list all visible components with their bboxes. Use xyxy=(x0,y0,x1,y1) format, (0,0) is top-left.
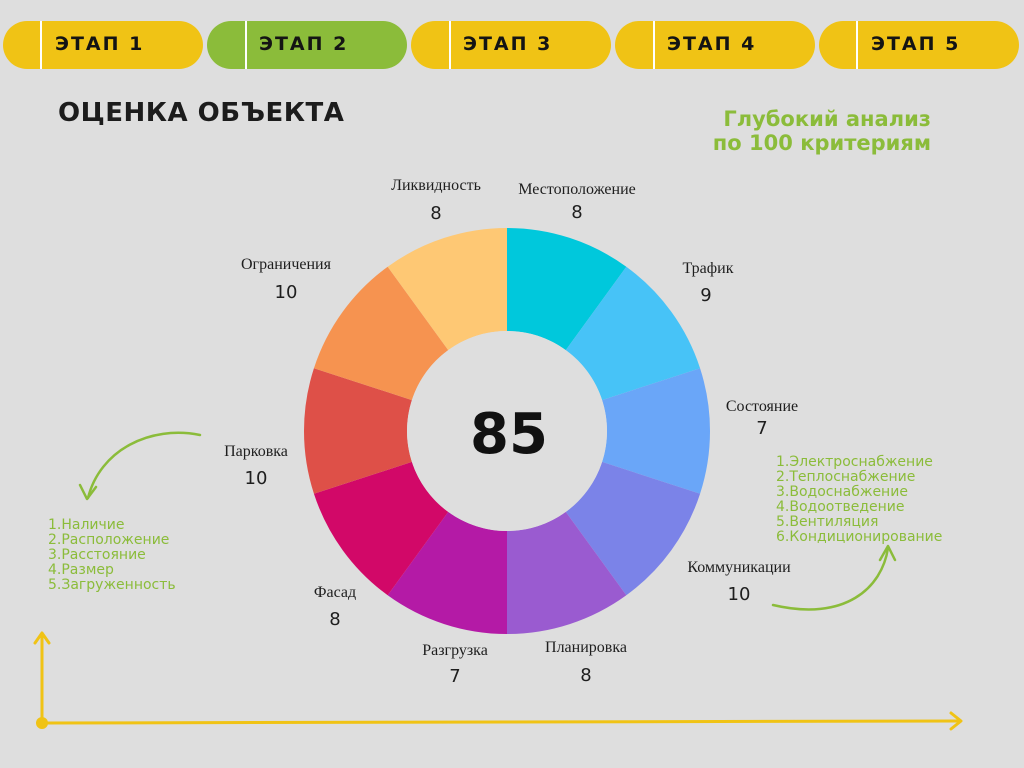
list-item: 5.Загруженность xyxy=(48,577,176,593)
right-arrowhead-icon xyxy=(878,544,897,562)
stage-tab-2[interactable]: ЭТАП 2 xyxy=(207,21,407,69)
slice-label: Парковка xyxy=(224,443,288,460)
slice-label: Ликвидность xyxy=(391,177,481,194)
list-item: 3.Расстояние xyxy=(48,547,146,563)
slice-label: Состояние xyxy=(726,398,798,415)
list-item: 4.Размер xyxy=(48,562,114,578)
total-score: 85 xyxy=(470,402,548,467)
tab-divider xyxy=(856,21,858,69)
slice-1 xyxy=(507,228,627,351)
slice-3 xyxy=(602,368,710,494)
list-item: 3.Водоснабжение xyxy=(776,484,908,500)
slice-label: Трафик xyxy=(683,260,734,277)
stage-tab-label: ЭТАП 4 xyxy=(667,33,757,55)
slice-8 xyxy=(304,368,412,494)
slice-label: Коммуникации xyxy=(687,559,791,576)
donut-hole xyxy=(407,331,607,531)
page-subtitle: Глубокий анализ по 100 критериям xyxy=(712,107,931,155)
list-item: 1.Наличие xyxy=(48,517,125,533)
slice-value: 7 xyxy=(449,666,460,687)
stage-tab-label: ЭТАП 1 xyxy=(55,33,145,55)
slice-label: Местоположение xyxy=(518,181,636,198)
stage-tab-4[interactable]: ЭТАП 4 xyxy=(615,21,815,69)
slice-5 xyxy=(507,511,627,634)
page-title: ОЦЕНКА ОБЪЕКТА xyxy=(58,98,345,128)
slice-4 xyxy=(565,461,701,596)
up-arrow-icon xyxy=(33,631,51,645)
stage-tab-label: ЭТАП 5 xyxy=(871,33,961,55)
stage-tab-5[interactable]: ЭТАП 5 xyxy=(819,21,1019,69)
list-item: 1.Электроснабжение xyxy=(776,454,933,470)
slice-label: Планировка xyxy=(545,639,627,656)
list-item: 2.Теплоснабжение xyxy=(776,469,916,485)
list-item: 4.Водоотведение xyxy=(776,499,905,515)
stage-tab-label: ЭТАП 2 xyxy=(259,33,349,55)
slice-labels: Местоположение 8 Трафик 9 Состояние 7 Коммуник… xyxy=(224,177,798,687)
slice-value: 10 xyxy=(275,282,298,303)
slice-value: 10 xyxy=(245,468,268,489)
tab-divider xyxy=(40,21,42,69)
list-item: 5.Вентиляция xyxy=(776,514,879,530)
slice-10 xyxy=(387,228,507,351)
horizontal-axis-line xyxy=(41,719,961,725)
stage-tab-3[interactable]: ЭТАП 3 xyxy=(411,21,611,69)
left-arrowhead-icon xyxy=(78,483,98,501)
slice-value: 7 xyxy=(756,418,767,439)
axis-origin-dot xyxy=(36,717,48,729)
slice-label: Разгрузка xyxy=(422,642,488,659)
slice-value: 8 xyxy=(580,665,591,686)
slice-6 xyxy=(387,511,507,634)
right-arrow-icon xyxy=(949,711,963,731)
right-curved-arrow-icon xyxy=(771,546,890,611)
slice-label: Фасад xyxy=(314,584,356,601)
tab-divider xyxy=(653,21,655,69)
tab-divider xyxy=(449,21,451,69)
slice-value: 10 xyxy=(728,584,751,605)
stage-tab-1[interactable]: ЭТАП 1 xyxy=(3,21,203,69)
slice-label: Ограничения xyxy=(241,256,332,273)
tab-divider xyxy=(245,21,247,69)
list-item: 6.Кондиционирование xyxy=(776,529,943,545)
parking-criteria-list: 1.Наличие 2.Расположение 3.Расстояние 4.Раз… xyxy=(48,518,176,593)
list-item: 2.Расположение xyxy=(48,532,170,548)
slice-9 xyxy=(313,266,449,401)
slice-7 xyxy=(313,461,449,596)
slice-value: 9 xyxy=(700,285,711,306)
stage-tabs: ЭТАП 1 ЭТАП 2 ЭТАП 3 ЭТАП 4 ЭТАП 5 xyxy=(3,21,1021,69)
left-curved-arrow-icon xyxy=(86,431,202,500)
donut-slices xyxy=(304,228,710,634)
stage-tab-label: ЭТАП 3 xyxy=(463,33,553,55)
slice-value: 8 xyxy=(571,202,582,223)
slice-value: 8 xyxy=(329,609,340,630)
slice-2 xyxy=(565,266,701,401)
communications-criteria-list: 1.Электроснабжение 2.Теплоснабжение 3.Водо… xyxy=(776,455,942,545)
slice-value: 8 xyxy=(430,203,441,224)
